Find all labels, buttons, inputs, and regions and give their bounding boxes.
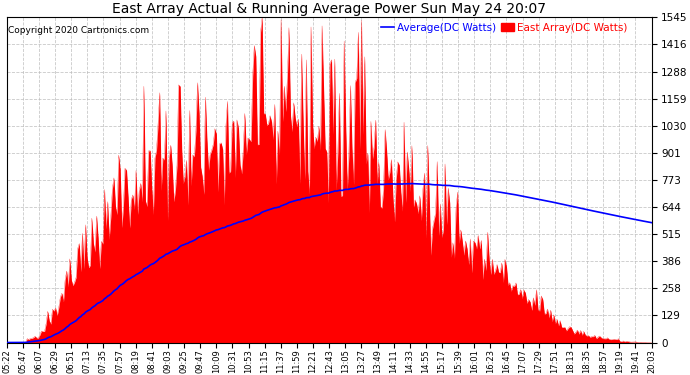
- Title: East Array Actual & Running Average Power Sun May 24 20:07: East Array Actual & Running Average Powe…: [112, 2, 546, 16]
- Text: Copyright 2020 Cartronics.com: Copyright 2020 Cartronics.com: [8, 26, 149, 34]
- Legend: Average(DC Watts), East Array(DC Watts): Average(DC Watts), East Array(DC Watts): [381, 22, 627, 33]
